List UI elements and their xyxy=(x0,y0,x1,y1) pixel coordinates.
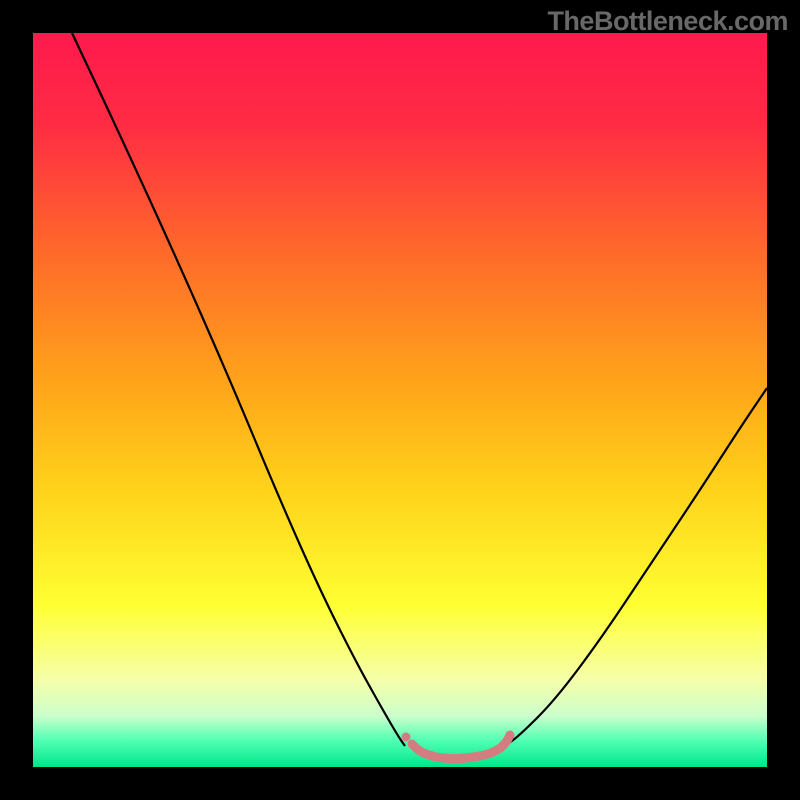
chart-container: TheBottleneck.com xyxy=(0,0,800,800)
plot-area xyxy=(33,33,767,767)
watermark-text: TheBottleneck.com xyxy=(547,6,788,37)
trough-dot xyxy=(402,733,411,742)
chart-svg xyxy=(0,0,800,800)
